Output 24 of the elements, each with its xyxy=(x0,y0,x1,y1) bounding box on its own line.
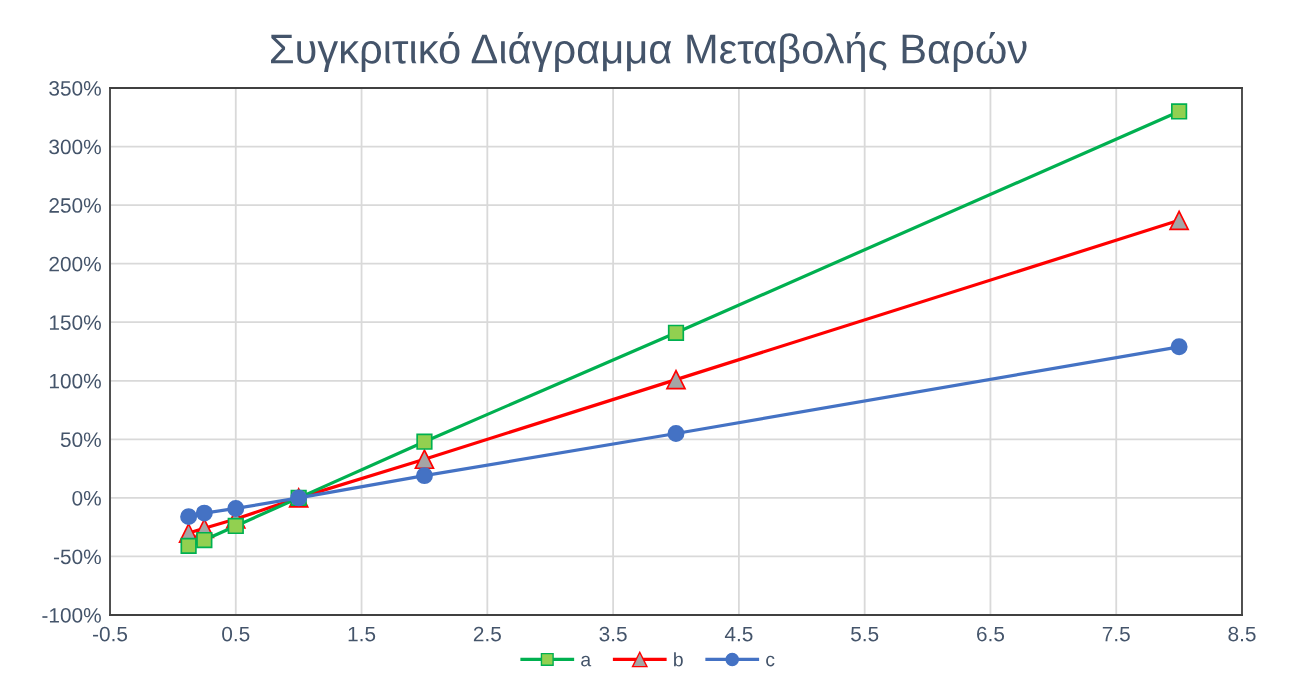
x-tick-label: 8.5 xyxy=(1228,626,1256,642)
x-tick-label: 6.5 xyxy=(977,626,1005,642)
y-tick-label: -100% xyxy=(42,608,101,623)
x-tick-label: 2.5 xyxy=(473,626,501,642)
y-tick-label: 150% xyxy=(49,315,101,330)
y-tick-label: 200% xyxy=(49,256,101,272)
x-tick-label: 3.5 xyxy=(599,626,627,642)
legend-label: c xyxy=(766,655,775,667)
y-tick-label: 350% xyxy=(49,81,101,96)
y-tick-label: 100% xyxy=(49,373,101,389)
chart-title: Συγκριτικό Διάγραμμα Μεταβολής Βαρών xyxy=(271,31,1027,73)
x-tick-label: -0.5 xyxy=(92,626,128,642)
y-tick-label: 300% xyxy=(49,139,101,155)
x-tick-label: 4.5 xyxy=(724,626,753,642)
x-tick-label: 7.5 xyxy=(1102,626,1130,642)
legend-label: a xyxy=(581,655,592,667)
y-tick-label: 0% xyxy=(72,490,101,506)
y-tick-label: -50% xyxy=(53,549,101,565)
x-tick-label: 1.5 xyxy=(348,626,376,642)
y-tick-label: 250% xyxy=(49,198,101,213)
legend-label: b xyxy=(674,652,683,667)
x-tick-label: 5.5 xyxy=(851,626,879,642)
x-tick-label: 0.5 xyxy=(222,626,250,642)
y-tick-label: 50% xyxy=(60,432,101,448)
